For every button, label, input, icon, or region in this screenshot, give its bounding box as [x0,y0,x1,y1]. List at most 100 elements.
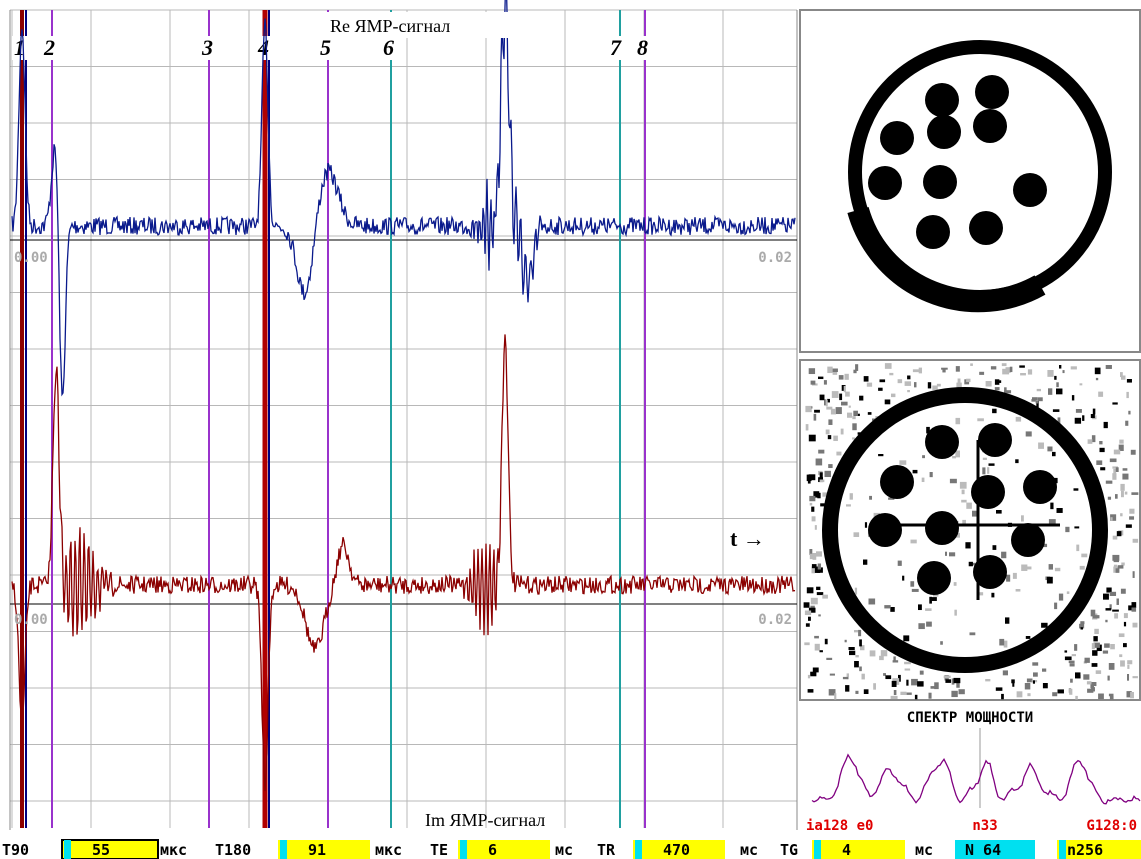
noise-speck [1002,368,1010,375]
noise-speck [838,375,844,380]
noise-speck [1032,662,1039,666]
noise-speck [891,680,897,687]
noise-speck [1027,369,1033,375]
param-unit: мкс [375,841,402,859]
noise-speck [1004,390,1012,394]
noise-speck [853,410,858,416]
noise-speck [1118,633,1125,638]
noise-speck [1124,491,1128,495]
noise-speck [1038,442,1044,449]
status-text: n33 [972,818,997,834]
noise-speck [1059,365,1062,369]
marker-label-bg [42,36,62,60]
noise-speck [970,363,973,366]
noise-speck [857,432,861,435]
noise-speck [972,510,977,517]
noise-speck [1048,388,1053,395]
noise-speck [828,464,833,469]
noise-speck [819,479,825,483]
noise-speck [942,369,946,373]
noise-speck [829,673,835,676]
param-label: TE [430,841,448,859]
noise-speck [1127,660,1133,665]
noise-speck [918,604,922,611]
status-text: G128:0 [1086,818,1137,834]
noise-speck [814,525,817,530]
noise-speck [1130,449,1136,455]
noise-speck [953,677,961,684]
noise-speck [1116,531,1122,537]
noise-speck [899,460,907,465]
noise-speck [826,406,833,410]
noise-speck [904,661,911,665]
noise-speck [824,470,831,478]
phantom-dot [973,555,1007,589]
noise-speck [1015,459,1019,464]
noise-speck [940,641,943,645]
noise-speck [1019,365,1025,368]
noise-speck [852,423,857,431]
noise-speck [918,367,923,374]
noise-speck [828,689,836,696]
noise-speck [979,371,985,375]
noise-speck [1016,691,1023,698]
noise-speck [816,551,822,557]
noise-speck [1075,695,1078,700]
noise-speck [1126,379,1132,383]
noise-speck [1112,473,1117,480]
noise-speck [932,385,938,390]
noise-speck [1066,591,1070,594]
noise-speck [1126,691,1132,698]
noise-speck [982,467,986,475]
noise-speck [893,690,897,696]
noise-speck [810,671,817,677]
param-value: 6 [488,841,497,859]
noise-speck [1065,526,1070,533]
noise-speck [985,679,991,682]
noise-speck [885,675,892,680]
noise-speck [811,564,817,569]
noise-speck [848,647,855,651]
noise-speck [879,655,884,661]
param-field [812,840,905,859]
noise-speck [1057,417,1061,425]
phantom-dot [969,211,1003,245]
noise-speck [1109,591,1117,596]
noise-speck [859,666,862,672]
noise-speck [969,632,976,636]
param-field-marker [1059,840,1066,859]
noise-speck [1021,515,1024,522]
noise-speck [1087,688,1094,693]
noise-speck [914,694,918,700]
noise-speck [1026,678,1033,683]
noise-speck [1109,604,1112,610]
noise-speck [1064,650,1068,653]
noise-speck [841,385,846,391]
noise-speck [1026,566,1032,570]
noise-speck [809,553,816,560]
noise-speck [872,418,876,421]
noise-speck [1069,688,1073,695]
param-field-marker [64,840,71,859]
noise-speck [888,497,895,500]
noise-speck [890,695,898,699]
noise-speck [1125,524,1132,528]
noise-speck [854,661,859,668]
phantom-dot [868,166,902,200]
noise-speck [1005,617,1010,624]
marker-label: 6 [383,35,394,60]
noise-speck [1121,375,1126,380]
phantom-dot [973,109,1007,143]
noise-speck [955,417,961,425]
noise-speck [1118,444,1124,451]
noise-speck [907,390,910,393]
noise-speck [1132,571,1135,578]
noise-speck [1123,621,1127,627]
noise-speck [845,391,850,397]
noise-speck [805,424,809,431]
noise-speck [951,678,955,685]
noise-speck [832,368,838,373]
noise-speck [849,493,853,500]
noise-speck [1068,660,1075,664]
noise-speck [846,673,850,680]
